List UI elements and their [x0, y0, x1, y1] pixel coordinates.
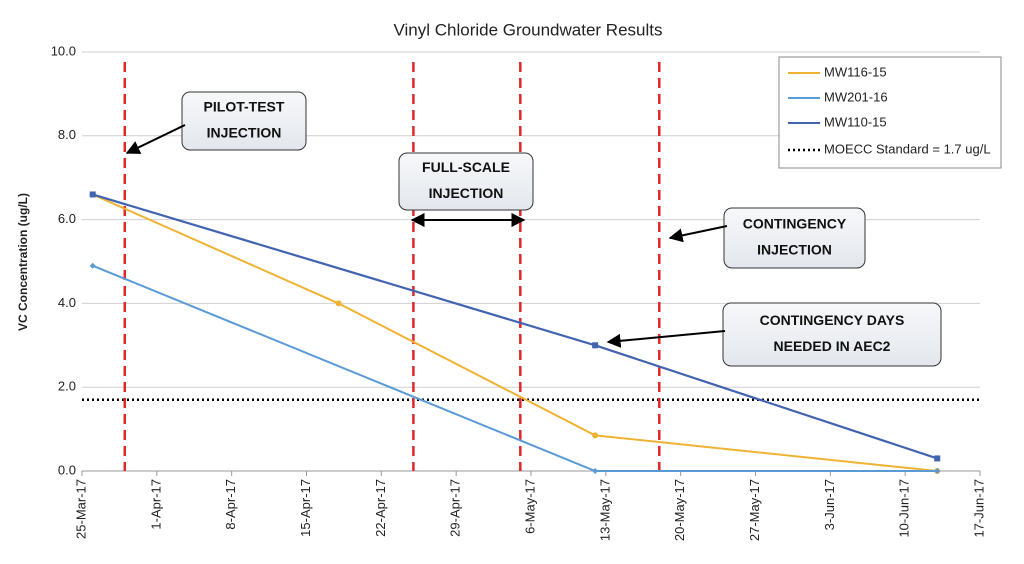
annotation-box	[398, 152, 534, 211]
x-tick-label: 27-May-17	[747, 479, 762, 541]
legend-label: MW110-15	[824, 114, 887, 129]
x-tick-label: 29-Apr-17	[448, 479, 463, 537]
x-tick-label: 25-Mar-17	[73, 479, 88, 539]
x-tick-label: 10-Jun-17	[897, 479, 912, 538]
x-tick-label: 13-May-17	[597, 479, 612, 541]
y-tick-label: 2.0	[58, 379, 76, 394]
annotation-box	[181, 91, 307, 151]
annotation-text: INJECTION	[207, 125, 282, 141]
marker	[335, 300, 342, 307]
x-tick-label: 17-Jun-17	[971, 479, 986, 538]
y-tick-label: 4.0	[58, 295, 76, 310]
annotation-text: FULL-SCALE	[422, 159, 510, 175]
y-tick-label: 6.0	[58, 211, 76, 226]
annotation-text: NEEDED IN AEC2	[774, 338, 891, 354]
x-tick-label: 3-Jun-17	[822, 479, 837, 530]
chart-title: Vinyl Chloride Groundwater Results	[394, 20, 663, 39]
y-tick-label: 10.0	[51, 43, 76, 58]
y-axis-label: VC Concentration (ug/L)	[16, 193, 30, 331]
annotation-box	[723, 207, 866, 269]
marker	[934, 468, 941, 474]
annotation-text: CONTINGENCY DAYS	[760, 312, 905, 328]
annotation-text: INJECTION	[429, 185, 504, 201]
marker	[934, 455, 941, 462]
legend: MW116-15 MW201-16 MW110-15 MOECC Standard =…	[778, 56, 1002, 169]
x-tick-label: 15-Apr-17	[298, 479, 313, 537]
marker	[592, 468, 599, 474]
x-tick-label: 8-Apr-17	[223, 479, 238, 530]
marker	[89, 262, 96, 269]
legend-label: MW201-16	[824, 89, 888, 104]
annotation-arrow	[125, 124, 186, 154]
annotation-arrow	[668, 225, 728, 243]
annotation-arrow	[606, 330, 726, 348]
y-tick-label: 0.0	[58, 462, 76, 477]
legend-label: MW116-15	[824, 64, 887, 79]
marker	[592, 342, 599, 349]
series-line	[92, 193, 938, 472]
marker	[89, 191, 96, 198]
y-tick-label: 8.0	[58, 127, 76, 142]
annotation-text: CONTINGENCY	[743, 216, 847, 232]
annotation-text: PILOT-TEST	[204, 99, 285, 115]
legend-label: MOECC Standard = 1.7 ug/L	[824, 141, 991, 156]
x-tick-label: 6-May-17	[522, 479, 537, 534]
x-tick-label: 1-Apr-17	[148, 479, 163, 530]
annotation-text: INJECTION	[757, 242, 832, 258]
x-tick-label: 20-May-17	[672, 479, 687, 541]
x-tick-label: 22-Apr-17	[373, 479, 388, 537]
annotation-box	[722, 302, 942, 367]
marker	[592, 432, 599, 439]
legend-box	[778, 56, 1002, 169]
series-line	[92, 264, 938, 472]
